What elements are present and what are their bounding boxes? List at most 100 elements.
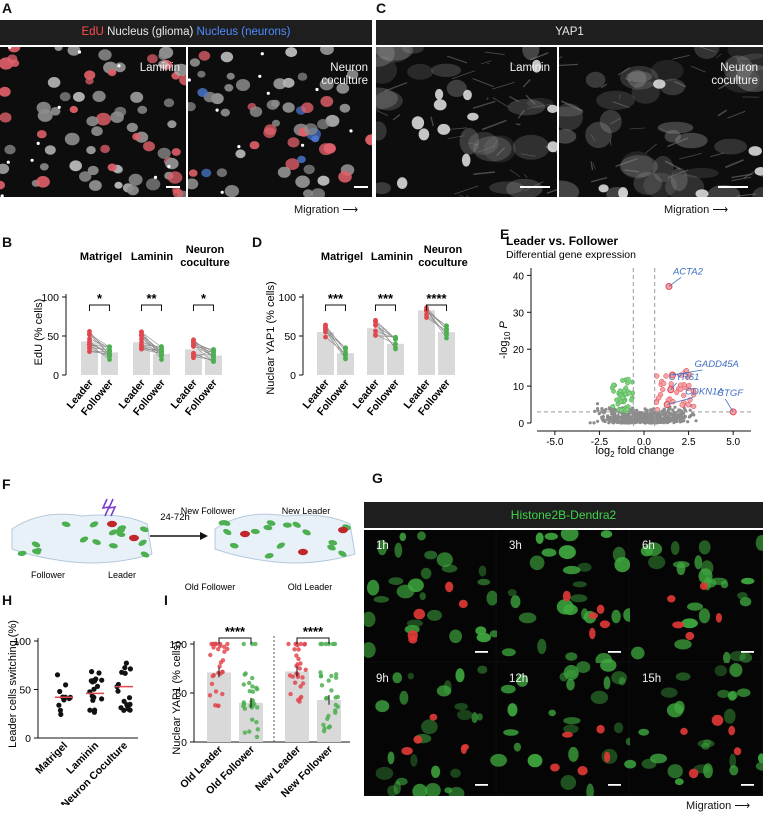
nucleus <box>130 91 144 103</box>
cell-body <box>735 64 763 92</box>
x-tick-label: -2.5 <box>591 437 609 448</box>
timelapse-frame: 15h <box>624 663 763 795</box>
arrow-right-icon: ⟶ <box>342 204 359 216</box>
data-point <box>54 672 61 678</box>
data-point <box>302 641 308 647</box>
x-tick-label: 2.5 <box>682 437 696 448</box>
follower-cell <box>276 542 285 549</box>
data-point <box>250 684 255 689</box>
green-nucleus <box>507 703 518 717</box>
follower-cell <box>117 525 127 531</box>
follower-cell <box>282 522 292 528</box>
red-nucleus <box>733 747 742 756</box>
data-point <box>288 691 293 697</box>
cell-process <box>459 194 464 197</box>
up-gene-point <box>681 392 687 399</box>
green-nucleus <box>600 530 613 538</box>
group-label: Laminin <box>131 251 173 263</box>
bar-follower <box>101 352 118 375</box>
green-nucleus <box>412 783 428 800</box>
green-nucleus <box>477 578 491 586</box>
green-nucleus <box>373 596 389 603</box>
nucleus-dot <box>6 160 10 164</box>
green-nucleus <box>406 619 423 628</box>
green-nucleus <box>618 677 626 686</box>
cell-body <box>459 128 480 155</box>
pair-line <box>141 331 162 357</box>
panel-h-chart: Leader cells switching (%) 0 50 100 Matrige… <box>7 620 138 805</box>
leader-cell <box>129 534 139 542</box>
data-point <box>318 674 324 679</box>
nucleus-dot <box>301 143 305 147</box>
panel-f-label: F <box>2 476 11 492</box>
group-label: Neuron <box>186 244 225 256</box>
y-axis-label: Leader cells switching (%) <box>7 620 19 748</box>
follower-point <box>107 352 112 358</box>
up-gene-point <box>690 388 696 394</box>
nucleus-dot <box>215 108 219 112</box>
significance-bracket <box>426 304 447 311</box>
data-point <box>299 694 304 700</box>
green-nucleus <box>559 672 568 682</box>
nucleus-dot <box>188 78 191 82</box>
cell-process <box>731 176 752 182</box>
data-point <box>57 688 63 695</box>
follower-cell <box>302 529 311 536</box>
cell-process <box>509 61 519 69</box>
panel-c-neuron-image <box>559 47 763 197</box>
significance-bracket <box>218 637 252 644</box>
y-tick-label: 40 <box>513 271 525 282</box>
y-axis-label: Nuclear YAP1 (% cells) <box>171 641 183 754</box>
nucleus-dot <box>349 129 353 133</box>
cell-process <box>625 77 631 82</box>
gene-point <box>640 414 644 418</box>
nucleus <box>216 168 228 178</box>
green-nucleus <box>729 753 737 769</box>
y-tick-label: 100 <box>13 636 31 648</box>
green-nucleus <box>361 611 376 627</box>
gene-point <box>659 413 663 417</box>
gene-point <box>619 419 624 423</box>
gene-point <box>622 416 627 420</box>
green-nucleus <box>377 539 387 556</box>
green-nucleus <box>444 787 453 794</box>
green-nucleus <box>471 712 478 724</box>
significance-label: * <box>201 291 207 306</box>
follower-cell <box>17 550 27 557</box>
nucleus <box>179 74 186 86</box>
green-nucleus <box>673 561 690 568</box>
arrow-right-icon <box>200 532 208 540</box>
up-gene-point <box>679 402 685 408</box>
gene-point <box>645 408 649 412</box>
nucleus <box>338 171 352 183</box>
nucleus <box>197 88 208 97</box>
nucleus <box>7 47 21 53</box>
data-point <box>90 697 96 703</box>
pair-line <box>89 342 110 355</box>
panel-g-timelapse: 1h 3h 6h 9h 12h 15h <box>361 526 763 801</box>
green-nucleus <box>709 577 728 585</box>
data-point <box>254 687 260 692</box>
volcano-subtitle: Differential gene expression <box>506 249 636 261</box>
up-gene-point <box>678 386 684 392</box>
nucleus <box>346 69 359 80</box>
data-point <box>208 652 213 658</box>
scale-bar <box>520 186 550 188</box>
data-point <box>217 664 222 669</box>
cell-body <box>643 172 678 197</box>
timepoint-label: 9h <box>376 673 389 685</box>
leader-point <box>87 336 92 342</box>
panel-c-inset-laminin: Laminin <box>509 62 550 74</box>
data-point <box>247 729 252 734</box>
green-nucleus <box>577 562 592 572</box>
cell-process <box>515 123 521 126</box>
nucleus <box>282 77 295 88</box>
green-nucleus <box>396 777 408 786</box>
timepoint-label: 12h <box>509 673 528 685</box>
cell-process <box>492 81 515 90</box>
data-point <box>122 665 128 671</box>
nucleus <box>282 102 295 113</box>
nucleus <box>188 169 198 177</box>
follower-cell <box>139 526 149 533</box>
